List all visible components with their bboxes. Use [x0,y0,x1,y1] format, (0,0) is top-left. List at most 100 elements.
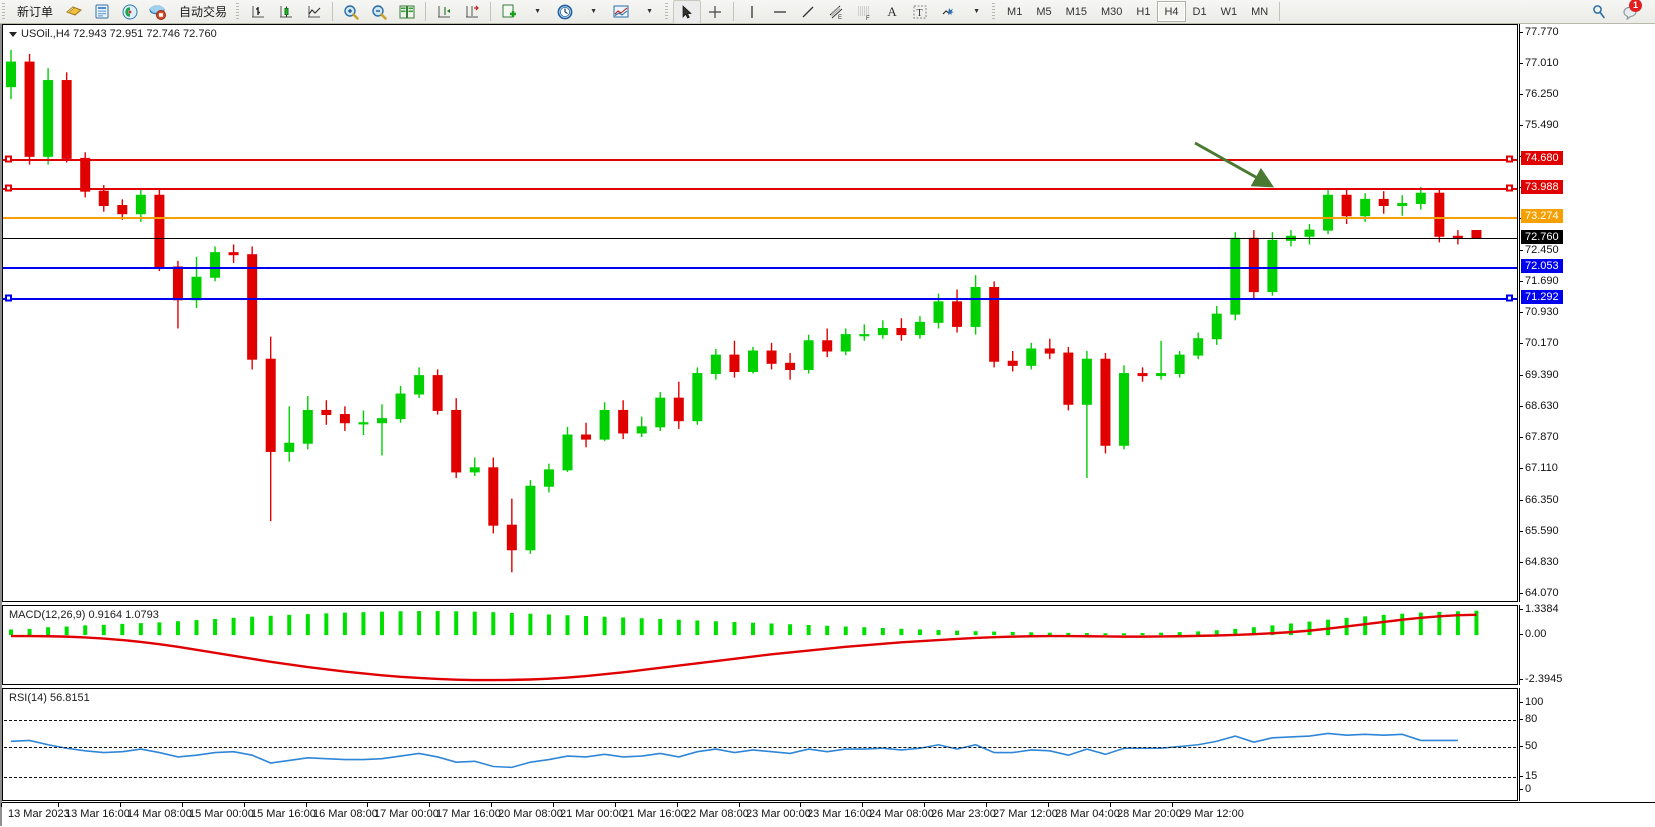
autotrade-button[interactable]: 自动交易 [172,0,234,24]
objects-dropdown-arrow[interactable]: ▼ [962,0,990,24]
time-tick-18: 28 Mar 20:00 [1110,803,1182,820]
time-tick-3: 15 Mar 00:00 [182,803,254,820]
time-axis[interactable]: 13 Mar 2023 13 Mar 16:00 14 Mar 08:00 15 Ma… [1,802,1655,827]
price-badge-pivot-73274[interactable]: 73.274 [1521,208,1563,223]
candlestick-series [6,49,1482,573]
templates-icon[interactable] [607,0,635,24]
toolbar-grip-4[interactable] [991,2,999,21]
level-handle-resistance-74680-left[interactable] [5,155,12,163]
chevron-down-icon: ▼ [973,8,980,15]
svg-text:T: T [917,8,923,19]
level-handle-resistance-74680-right[interactable] [1506,155,1513,163]
timeframe-button-h1[interactable]: H1 [1136,5,1151,18]
level-handle-support-71292-left[interactable] [5,294,12,302]
toolbar-separator-5 [1279,2,1281,21]
rsi-level-80 [4,720,1516,722]
macd-pane[interactable]: MACD(12,26,9) 0.9164 1.0793 [2,605,1518,685]
rsi-pane[interactable]: RSI(14) 56.8151 [2,688,1518,801]
price-line-pivot-73274[interactable] [3,216,1517,219]
rsi-tick-100: 100 [1518,696,1544,708]
timeframe-button-m15[interactable]: M15 [1065,5,1087,18]
toolbar-grip-3[interactable] [664,2,672,21]
tile-windows-icon[interactable] [393,0,421,24]
timeframe-button-m30[interactable]: M30 [1101,5,1123,18]
time-tick-15: 26 Mar 23:00 [924,803,996,820]
chart-list-icon[interactable] [88,0,116,24]
add-indicator-icon[interactable] [495,0,523,24]
time-tick-11: 22 Mar 08:00 [677,803,749,820]
timeframe-button-d1[interactable]: D1 [1192,5,1207,18]
level-handle-support-71292-right[interactable] [1506,294,1513,302]
trendline-icon[interactable] [794,0,822,24]
rsi-tick-80: 80 [1518,713,1538,726]
price-line-support-71292[interactable] [3,298,1517,301]
new-order-icon[interactable] [60,0,88,24]
price-badge-resistance-74680[interactable]: 74.680 [1521,151,1563,166]
signals-icon[interactable] [116,0,144,24]
timeframe-button-m1[interactable]: M1 [1007,5,1023,18]
rsi-tick-0: 0 [1518,783,1532,795]
price-badge-support-72053[interactable]: 72.053 [1521,258,1563,273]
bar-chart-icon[interactable] [244,0,272,24]
zoom-in-icon[interactable] [337,0,365,24]
templates-dropdown-arrow[interactable]: ▼ [635,0,663,24]
toolbar-grip[interactable] [1,2,8,21]
time-tick-4: 15 Mar 16:00 [244,803,316,820]
timeframe-button-w1[interactable]: W1 [1220,5,1238,18]
macd-label: MACD(12,26,9) 0.9164 1.0793 [9,609,159,621]
price-chart-pane[interactable]: USOil.,H4 72.943 72.951 72.746 72.760 [2,24,1518,602]
price-badge-support-71292[interactable]: 71.292 [1521,290,1563,305]
level-handle-resistance-73988-left[interactable] [5,184,12,192]
price-badge-last-price-72760[interactable]: 72.760 [1521,229,1563,244]
timeframe-button-mn[interactable]: MN [1251,5,1269,18]
auto-scroll-icon[interactable] [458,0,486,24]
autotrade-icon[interactable] [144,0,172,24]
zoom-out-icon[interactable] [365,0,393,24]
symbol-ohlc-text: USOil.,H4 72.943 72.951 72.746 72.760 [21,28,217,40]
price-line-support-72053[interactable] [3,266,1517,269]
add-indicator-dropdown-arrow[interactable]: ▼ [523,0,551,24]
price-tick-64.830: 64.830 [1519,555,1559,568]
time-tick-16: 27 Mar 12:00 [986,803,1058,820]
new-order-button[interactable]: 新订单 [10,0,60,24]
chart-shift-icon[interactable] [430,0,458,24]
alerts-count-badge: 1 [1629,0,1642,12]
objects-list-icon[interactable] [934,0,962,24]
period-clock-icon[interactable] [551,0,579,24]
price-axis[interactable]: 77.77077.01076.25075.49074.73073.97073.2… [1518,24,1655,801]
fibonacci-retracement-icon[interactable]: F [850,0,878,24]
candlestick-chart-icon[interactable] [272,0,300,24]
cursor-icon[interactable] [673,0,702,24]
period-dropdown-arrow[interactable]: ▼ [579,0,607,24]
price-badge-resistance-73988[interactable]: 73.988 [1521,179,1563,194]
macd-tick-0.00: 0.00 [1518,628,1547,641]
time-tick-10: 21 Mar 16:00 [615,803,687,820]
text-label-icon[interactable]: T [906,0,934,24]
chevron-down-icon: ▼ [646,8,653,15]
price-line-last-price-72760[interactable] [3,237,1517,239]
toolbar-grip-2[interactable] [235,2,243,21]
price-tick-64.070: 64.070 [1519,587,1559,600]
price-tick-70.170: 70.170 [1519,337,1559,350]
price-line-resistance-73988[interactable] [3,187,1517,190]
price-line-resistance-74680[interactable] [3,159,1517,162]
search-icon[interactable] [1585,0,1613,24]
price-tick-70.930: 70.930 [1519,305,1559,318]
price-tick-77.770: 77.770 [1519,25,1559,38]
time-tick-17: 28 Mar 04:00 [1048,803,1120,820]
price-tick-77.010: 77.010 [1519,56,1559,69]
horizontal-line-icon[interactable] [766,0,794,24]
level-handle-resistance-73988-right[interactable] [1506,184,1513,192]
crosshair-icon[interactable] [701,0,729,24]
rsi-label: RSI(14) 56.8151 [9,692,90,704]
timeframe-bar: M1 M5 M15 M30 H1 H4 D1 W1 MN [1000,1,1284,22]
alerts-icon[interactable]: 1 [1617,0,1645,24]
line-chart-icon[interactable] [300,0,328,24]
equidistant-channel-icon[interactable]: E [822,0,850,24]
text-icon[interactable]: A [887,3,897,19]
timeframe-button-h4[interactable]: H4 [1157,1,1186,22]
timeframe-button-m5[interactable]: M5 [1036,5,1052,18]
vertical-line-icon[interactable] [738,0,766,24]
price-tick-65.590: 65.590 [1519,524,1559,537]
symbol-dropdown-caret-icon[interactable] [9,31,17,37]
